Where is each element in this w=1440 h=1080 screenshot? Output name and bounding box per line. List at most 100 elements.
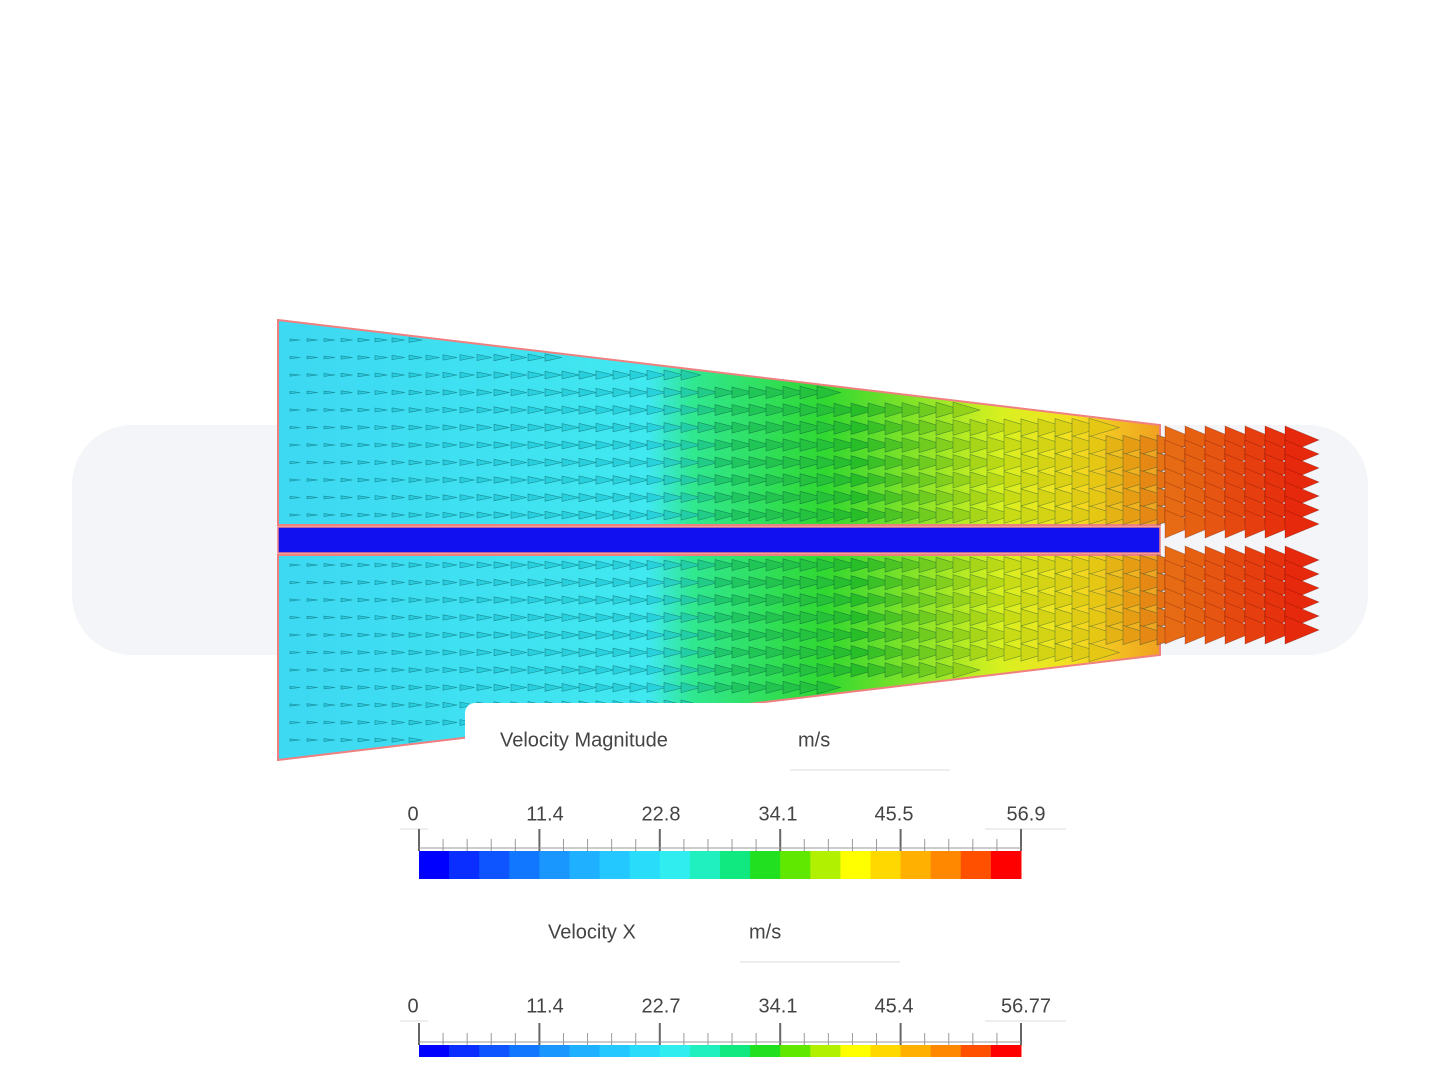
flow-arrow (1020, 556, 1051, 574)
flow-arrow (1105, 572, 1138, 593)
flow-arrow (289, 703, 301, 707)
flow-arrow (748, 558, 772, 572)
legend-title: Velocity Magnitude (500, 729, 668, 751)
flow-arrow (1122, 452, 1156, 473)
flow-arrow (476, 666, 493, 674)
flow-arrow (646, 404, 667, 416)
flow-arrow (816, 473, 842, 487)
flow-arrow (1284, 615, 1320, 645)
flow-arrow (816, 663, 842, 677)
flow-arrow (340, 668, 353, 672)
flow-arrow (1037, 488, 1068, 507)
colorbar-segment (689, 1045, 721, 1057)
flow-arrow (493, 406, 510, 414)
flow-arrow (833, 437, 859, 453)
flow-arrow (544, 475, 562, 485)
flow-arrow (1003, 471, 1034, 489)
flow-arrow (1071, 452, 1103, 473)
flow-arrow (799, 473, 825, 487)
flow-arrow (663, 474, 684, 486)
flow-arrow (986, 436, 1016, 454)
flow-arrow (442, 649, 458, 656)
flow-arrow (765, 681, 790, 694)
flow-arrow (782, 385, 807, 400)
flow-arrow (442, 459, 458, 466)
flow-arrow (697, 439, 719, 451)
flow-arrow (510, 683, 527, 692)
flow-arrow (935, 626, 964, 644)
flow-arrow (918, 402, 947, 418)
flow-arrow (357, 597, 371, 603)
flow-arrow (442, 614, 458, 621)
flow-arrow (578, 493, 597, 502)
flow-arrow (578, 595, 597, 605)
flow-arrow (595, 440, 615, 450)
flow-arrow (1139, 554, 1173, 576)
flow-arrow (1122, 572, 1156, 593)
flow-arrow (850, 437, 877, 453)
flow-arrow (289, 563, 301, 567)
flow-arrow (425, 632, 440, 638)
flow-arrow (1037, 643, 1068, 662)
flow-arrow (884, 402, 912, 418)
flow-arrow (935, 419, 964, 436)
flow-arrow (340, 373, 353, 377)
flow-arrow (1088, 435, 1121, 455)
flow-arrow (629, 647, 649, 658)
flow-arrow (1037, 625, 1068, 645)
flow-arrow (357, 650, 371, 655)
flow-arrow (561, 370, 580, 380)
flow-arrow (493, 458, 510, 467)
flow-arrow (340, 738, 353, 742)
flow-arrow (391, 424, 405, 431)
flow-arrow (391, 477, 405, 483)
flow-arrow (578, 405, 597, 415)
flow-arrow (510, 458, 527, 467)
flow-arrow (901, 662, 929, 678)
flow-arrow (680, 439, 702, 451)
flow-arrow (544, 388, 562, 397)
flow-arrow (561, 648, 580, 657)
flow-arrow (289, 426, 301, 429)
colorbar-segment (930, 1045, 962, 1057)
flow-arrow (340, 615, 353, 620)
flow-arrow (374, 355, 388, 360)
flow-arrow (1088, 417, 1121, 438)
flow-arrow (1139, 452, 1173, 473)
flow-arrow (476, 494, 493, 501)
flow-arrow (527, 683, 545, 692)
flow-arrow (340, 478, 353, 482)
flow-arrow (1204, 509, 1240, 539)
flow-arrow (935, 506, 964, 524)
flow-arrow (578, 388, 597, 397)
flow-arrow (1003, 453, 1034, 472)
tick-label: 0 (407, 803, 418, 825)
flow-arrow (748, 663, 772, 677)
flow-arrow (629, 510, 649, 520)
flow-arrow (323, 668, 336, 672)
flow-arrow (425, 614, 440, 621)
flow-arrow (306, 738, 318, 742)
flow-arrow (646, 439, 667, 451)
colorbar-segment (599, 851, 631, 879)
flow-arrow (816, 628, 842, 642)
flow-arrow (629, 387, 649, 398)
flow-arrow (1037, 590, 1068, 610)
flow-arrow (833, 557, 859, 573)
colorbar-segment (479, 851, 510, 879)
flow-arrow (629, 440, 649, 450)
flow-arrow (357, 477, 371, 483)
flow-arrow (833, 575, 859, 590)
flow-arrow (1020, 506, 1051, 524)
flow-arrow (969, 454, 999, 471)
flow-arrow (646, 559, 667, 571)
flow-arrow (952, 609, 981, 626)
flow-arrow (816, 438, 842, 452)
flow-arrow (306, 668, 318, 672)
flow-arrow (731, 681, 755, 694)
flow-arrow (680, 629, 702, 641)
flow-arrow (578, 423, 597, 432)
flow-arrow (544, 440, 562, 450)
flow-arrow (935, 401, 964, 419)
flow-arrow (527, 371, 545, 379)
